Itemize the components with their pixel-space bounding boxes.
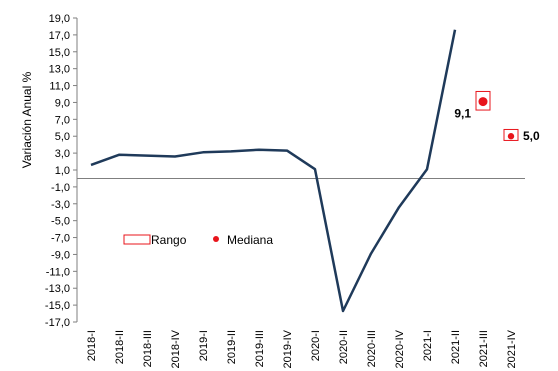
y-tick-label: -3,0 — [51, 199, 70, 211]
y-tick-label: 3,0 — [55, 148, 70, 160]
x-tick-label: 2020-I — [310, 330, 322, 361]
y-tick-label: 5,0 — [55, 131, 70, 143]
legend-median-swatch — [213, 236, 219, 242]
x-tick-label: 2019-IV — [282, 329, 294, 368]
x-tick-label: 2018-I — [86, 330, 98, 361]
forecast-group: 9,1 5,0 — [454, 90, 540, 143]
y-tick-labels: 19,0 17,0 15,0 13,0 11,0 9,0 7,0 5,0 3,0 1,0 -1,0 -… — [45, 13, 77, 329]
x-tick-label: 2021-II — [450, 330, 462, 364]
legend: Rango Mediana — [123, 233, 273, 247]
median-data-label: 5,0 — [523, 129, 540, 143]
y-tick-label: -1,0 — [51, 182, 70, 194]
range-box — [475, 90, 491, 111]
y-tick-label: 15,0 — [49, 47, 70, 59]
y-tick-label: 19,0 — [49, 13, 70, 25]
x-tick-label: 2018-III — [142, 330, 154, 367]
y-tick-label: -5,0 — [51, 216, 70, 228]
x-tick-label: 2021-III — [478, 330, 490, 367]
range-box — [503, 128, 519, 141]
x-tick-label: 2020-II — [338, 330, 350, 364]
legend-range-swatch — [123, 234, 151, 245]
y-tick-label: -7,0 — [51, 233, 70, 245]
y-tick-label: -15,0 — [45, 300, 70, 312]
x-tick-label: 2020-IV — [394, 329, 406, 368]
series-group — [90, 29, 457, 313]
x-tick-label: 2018-II — [114, 330, 126, 364]
legend-range-label: Rango — [151, 233, 187, 247]
y-tick-label: -13,0 — [45, 283, 70, 295]
x-tick-labels: 2018-I 2018-II 2018-III 2018-IV 2019-I 2019-I… — [86, 329, 518, 368]
y-tick-label: 11,0 — [49, 81, 70, 93]
x-tick-label: 2019-I — [198, 330, 210, 361]
y-tick-label: -9,0 — [51, 249, 70, 261]
y-tick-label: 7,0 — [55, 114, 70, 126]
median-data-label: 9,1 — [454, 107, 471, 121]
median-point — [478, 97, 488, 107]
y-tick-label: 13,0 — [49, 64, 70, 76]
y-tick-label: 9,0 — [55, 97, 70, 109]
median-point — [507, 133, 515, 140]
x-tick-label: 2021-I — [422, 330, 434, 361]
y-tick-label: 17,0 — [49, 30, 70, 42]
y-tick-label: -17,0 — [45, 317, 70, 329]
y-tick-label: -11,0 — [46, 266, 70, 278]
x-tick-label: 2021-IV — [506, 329, 518, 368]
x-tick-label: 2019-II — [226, 330, 238, 364]
y-axis-label: Variación Anual % — [20, 71, 34, 168]
legend-median-label: Mediana — [227, 233, 273, 247]
y-tick-label: 1,0 — [55, 165, 70, 177]
x-tick-label: 2019-III — [254, 330, 266, 367]
series-line — [90, 29, 457, 313]
x-tick-label: 2018-IV — [170, 329, 182, 368]
x-tick-label: 2020-III — [366, 330, 378, 367]
axes — [76, 18, 525, 322]
